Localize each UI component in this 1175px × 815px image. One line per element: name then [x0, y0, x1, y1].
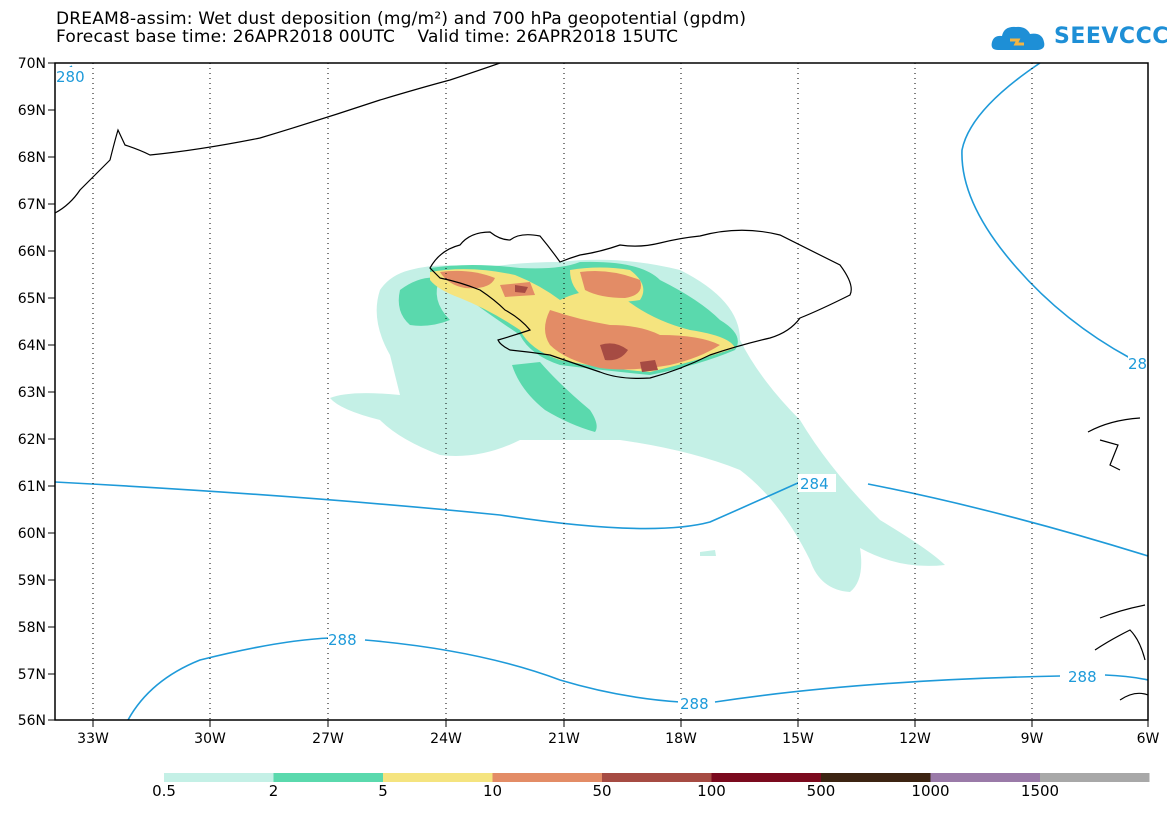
lat-label: 61N: [18, 479, 46, 495]
lat-label: 58N: [18, 620, 46, 636]
contour-label: 288: [1128, 355, 1157, 373]
lat-label: 60N: [18, 526, 46, 542]
lat-label: 63N: [18, 385, 46, 401]
coastlines: [55, 63, 1148, 701]
lat-label: 68N: [18, 150, 46, 166]
colorbar-label: 2: [268, 782, 279, 800]
lon-label: 15W: [782, 731, 814, 747]
colorbar-segment: [602, 773, 712, 782]
contour-labels: 280 284 288 288 288 288: [55, 67, 1157, 713]
cloud-logo-icon: [991, 26, 1045, 50]
lon-label: 27W: [312, 731, 344, 747]
contour-label: 288: [328, 631, 357, 649]
lon-label: 21W: [548, 731, 580, 747]
colorbar-label: 100: [697, 782, 726, 800]
colorbar-segment: [273, 773, 383, 782]
lon-label: 24W: [430, 731, 462, 747]
lon-label: 30W: [194, 731, 226, 747]
lat-label: 65N: [18, 291, 46, 307]
lat-labels: 70N 69N 68N 67N 66N 65N 64N 63N 62N 61N …: [18, 56, 46, 729]
lon-label: 12W: [899, 731, 931, 747]
lon-label: 9W: [1021, 731, 1044, 747]
colorbar-label: 1500: [1020, 782, 1060, 800]
lon-label: 6W: [1137, 731, 1160, 747]
colorbar-segment: [164, 773, 274, 782]
colorbar-segment: [1040, 773, 1150, 782]
colorbar-segment: [821, 773, 931, 782]
lat-label: 57N: [18, 667, 46, 683]
colorbar-label: 1000: [911, 782, 950, 800]
colorbar-segment: [383, 773, 493, 782]
contour-label: 288: [680, 695, 709, 713]
colorbar-label: 5: [378, 782, 388, 800]
lat-label: 59N: [18, 573, 46, 589]
lon-label: 33W: [77, 731, 109, 747]
colorbar-label: 0.5: [152, 782, 176, 800]
map-subtitle: Forecast base time: 26APR2018 00UTC Vali…: [56, 27, 679, 47]
contour-label: 284: [800, 475, 829, 493]
lat-label: 64N: [18, 338, 46, 354]
colorbar-label: 10: [482, 782, 503, 800]
contour-label: 288: [1068, 668, 1097, 686]
lon-labels: 33W 30W 27W 24W 21W 18W 15W 12W 9W 6W: [77, 731, 1159, 747]
contour-label: 280: [56, 68, 85, 86]
lat-label: 67N: [18, 197, 46, 213]
lat-label: 66N: [18, 244, 46, 260]
lon-axis: [92, 720, 1149, 727]
colorbar-segment: [711, 773, 821, 782]
lon-label: 18W: [665, 731, 697, 747]
lat-axis: [48, 62, 55, 721]
colorbar-label: 50: [592, 782, 612, 800]
colorbar-label: 500: [806, 782, 836, 800]
dust-deposition-field: [330, 259, 945, 592]
colorbar-segment: [930, 773, 1040, 782]
lat-label: 62N: [18, 432, 46, 448]
lat-label: 69N: [18, 103, 46, 119]
colorbar: [164, 773, 1150, 782]
colorbar-segment: [492, 773, 602, 782]
lat-label: 56N: [18, 713, 46, 729]
map-title: DREAM8-assim: Wet dust deposition (mg/m²…: [56, 9, 747, 29]
map-area: 280 284 288 288 288 288: [55, 63, 1157, 720]
logo-text: SEEVCCC: [1054, 24, 1169, 49]
lat-label: 70N: [18, 56, 46, 72]
